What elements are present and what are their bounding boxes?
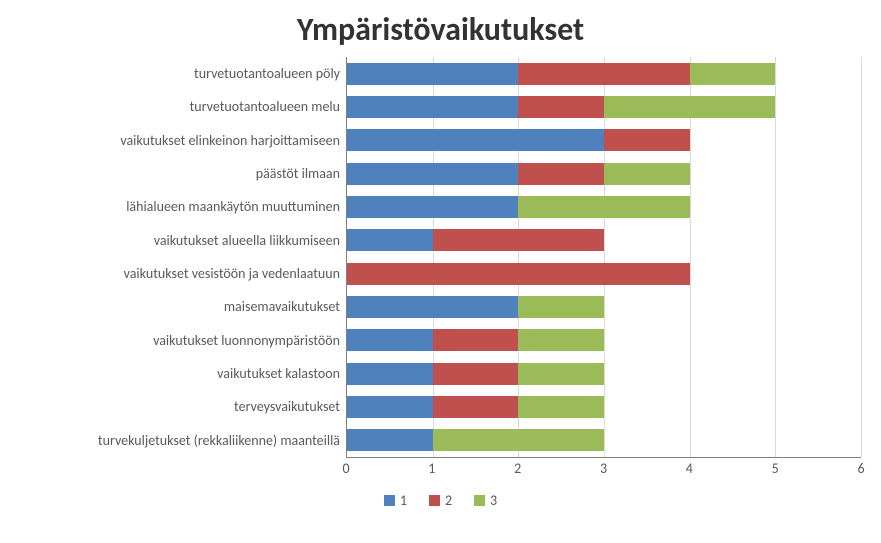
- y-axis-label: päästöt ilmaan: [20, 166, 340, 181]
- bar-row: [347, 329, 861, 351]
- bar-segment-series-2: [433, 329, 519, 351]
- x-axis-tick: 2: [514, 460, 521, 477]
- bar-row: [347, 263, 861, 285]
- legend-swatch: [429, 495, 440, 506]
- bar-segment-series-1: [347, 396, 433, 418]
- bar-row: [347, 229, 861, 251]
- bar-row: [347, 96, 861, 118]
- y-axis-label: turvetuotantoalueen melu: [20, 99, 340, 114]
- plot-area: [346, 57, 861, 458]
- x-axis-ticks: 0123456: [346, 458, 861, 480]
- bar-segment-series-2: [604, 129, 690, 151]
- bar-row: [347, 296, 861, 318]
- y-axis-label: turvekuljetukset (rekkaliikenne) maantei…: [20, 433, 340, 448]
- y-axis-label: lähialueen maankäytön muuttuminen: [20, 199, 340, 214]
- x-axis-tick: 6: [857, 460, 864, 477]
- chart-title: Ympäristövaikutukset: [20, 10, 861, 49]
- y-axis-label: terveysvaikutukset: [20, 399, 340, 414]
- legend-label: 3: [490, 492, 497, 509]
- bar-segment-series-2: [518, 163, 604, 185]
- bar-segment-series-2: [433, 229, 604, 251]
- y-axis-labels: turvetuotantoalueen pöly turvetuotantoalu…: [20, 57, 346, 457]
- bar-segment-series-1: [347, 96, 518, 118]
- bar-row: [347, 63, 861, 85]
- bar-segment-series-2: [347, 263, 690, 285]
- y-axis-label: vaikutukset alueella liikkumiseen: [20, 233, 340, 248]
- x-axis-spacer: [20, 458, 346, 480]
- x-axis-tick: 1: [428, 460, 435, 477]
- bar-segment-series-2: [518, 96, 604, 118]
- legend-item: 3: [474, 492, 497, 509]
- bar-row: [347, 196, 861, 218]
- legend-label: 1: [400, 492, 407, 509]
- x-axis-tick: 3: [600, 460, 607, 477]
- y-axis-label: maisemavaikutukset: [20, 299, 340, 314]
- bar-segment-series-1: [347, 229, 433, 251]
- y-axis-label: vaikutukset kalastoon: [20, 366, 340, 381]
- bar-segment-series-1: [347, 429, 433, 451]
- bar-segment-series-1: [347, 329, 433, 351]
- legend-label: 2: [445, 492, 452, 509]
- bar-segment-series-3: [433, 429, 604, 451]
- bar-segment-series-1: [347, 296, 518, 318]
- bar-row: [347, 429, 861, 451]
- x-axis-tick: 0: [342, 460, 349, 477]
- legend-item: 2: [429, 492, 452, 509]
- legend-item: 1: [384, 492, 407, 509]
- gridline: [861, 57, 862, 457]
- x-axis-tick: 5: [772, 460, 779, 477]
- bar-row: [347, 396, 861, 418]
- plot-row: turvetuotantoalueen pöly turvetuotantoalu…: [20, 57, 861, 458]
- bar-row: [347, 163, 861, 185]
- bar-segment-series-1: [347, 129, 604, 151]
- bar-segment-series-3: [604, 96, 775, 118]
- legend: 1 2 3: [20, 492, 861, 509]
- legend-swatch: [384, 495, 395, 506]
- bar-segment-series-3: [518, 329, 604, 351]
- bar-segment-series-3: [518, 363, 604, 385]
- bar-segment-series-1: [347, 363, 433, 385]
- bar-segment-series-2: [433, 363, 519, 385]
- bar-segment-series-2: [518, 63, 689, 85]
- x-axis: 0 1 2 3 4 5 6: [20, 458, 861, 480]
- bar-segment-series-1: [347, 63, 518, 85]
- bar-segment-series-3: [518, 396, 604, 418]
- bar-segment-series-3: [690, 63, 776, 85]
- y-axis-label: vaikutukset luonnonympäristöön: [20, 333, 340, 348]
- y-axis-label: vaikutukset elinkeinon harjoittamiseen: [20, 133, 340, 148]
- legend-swatch: [474, 495, 485, 506]
- x-axis-tick: 4: [686, 460, 693, 477]
- bar-segment-series-3: [518, 296, 604, 318]
- y-axis-label: vaikutukset vesistöön ja vedenlaatuun: [20, 266, 340, 281]
- bars-layer: [347, 57, 861, 457]
- chart-container: Ympäristövaikutukset turvetuotantoalueen…: [0, 0, 881, 543]
- bar-row: [347, 129, 861, 151]
- bar-row: [347, 363, 861, 385]
- bar-segment-series-3: [518, 196, 689, 218]
- y-axis-label: turvetuotantoalueen pöly: [20, 66, 340, 81]
- bar-segment-series-1: [347, 163, 518, 185]
- bar-segment-series-2: [433, 396, 519, 418]
- bar-segment-series-3: [604, 163, 690, 185]
- bar-segment-series-1: [347, 196, 518, 218]
